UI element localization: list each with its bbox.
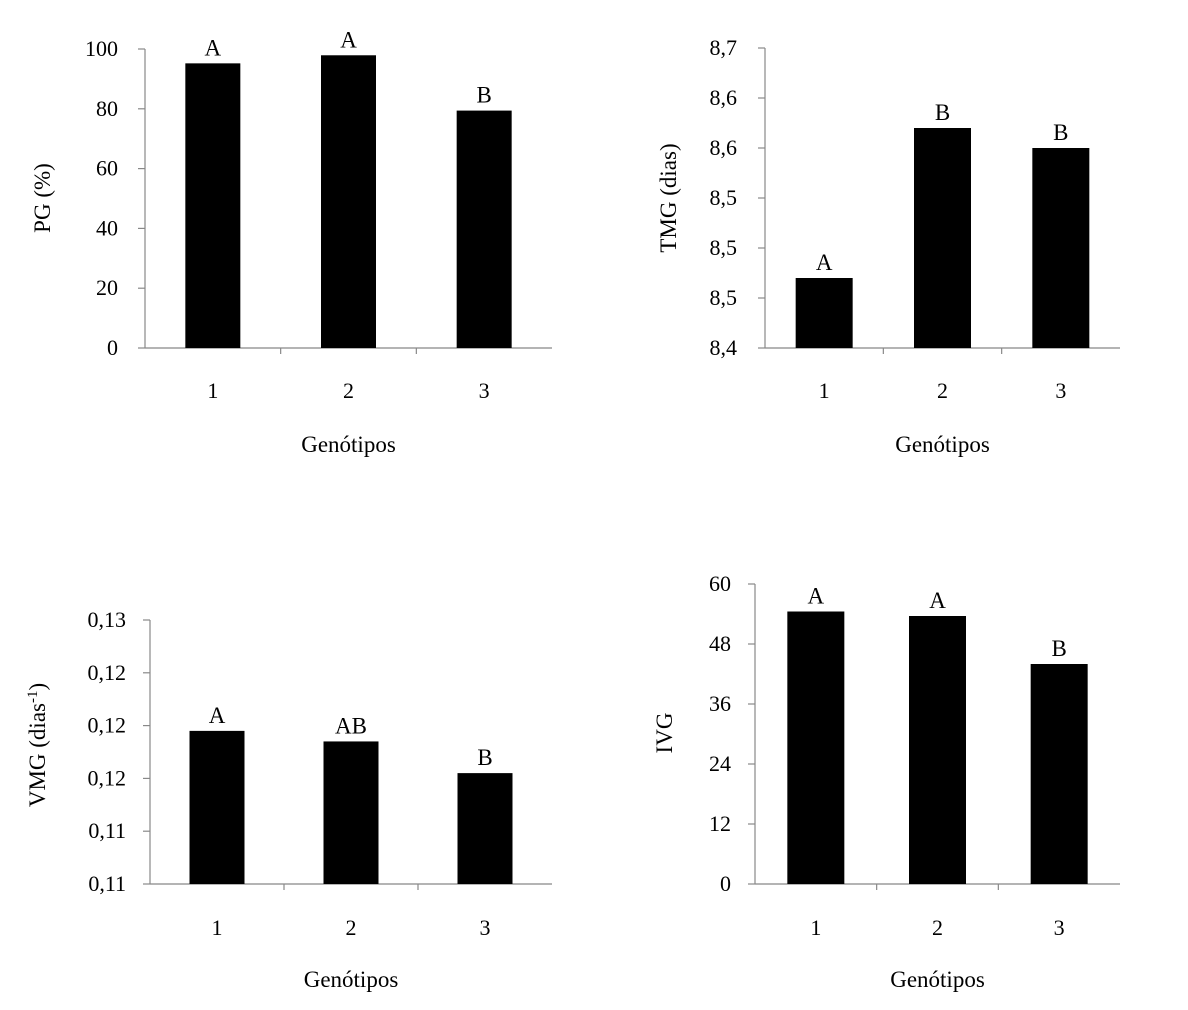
bar (914, 128, 971, 348)
x-axis-title: Genótipos (890, 967, 985, 992)
significance-label: A (929, 588, 946, 613)
y-tick-label: 80 (96, 96, 118, 121)
y-tick-label: 0,12 (88, 713, 127, 738)
significance-label: B (1053, 120, 1068, 145)
y-tick-label: 36 (709, 691, 731, 716)
y-tick-label: 0,12 (88, 765, 127, 790)
y-tick-label: 8,6 (710, 135, 738, 160)
chart-panel-ivg: 0 12 24 36 48 60 A 1 A 2 B 3 Genótipos IVG (652, 571, 1120, 992)
x-tick-label: 2 (932, 915, 943, 940)
y-axis-title: PG (%) (30, 163, 55, 233)
x-tick-label: 3 (479, 378, 490, 403)
significance-label: A (816, 250, 833, 275)
y-tick-label: 0 (720, 871, 731, 896)
chart-panel-tmg: 8,4 8,5 8,5 8,5 8,6 8,6 8,7 A 1 B 2 B 3 Genótipos TMG … (656, 35, 1120, 457)
y-tick-label: 0,11 (88, 871, 126, 896)
x-tick-label: 2 (346, 915, 357, 940)
significance-label: A (209, 703, 226, 728)
bar (1030, 664, 1088, 884)
bar (457, 773, 513, 884)
x-tick-label: 1 (819, 378, 830, 403)
y-tick-label: 12 (709, 811, 731, 836)
x-tick-label: 1 (810, 915, 821, 940)
chart-panel-vmg: 0,11 0,11 0,12 0,12 0,12 0,13 A 1 AB 2 B 3 Genótipos… (25, 607, 552, 992)
significance-label: A (205, 35, 222, 60)
y-tick-label: 8,6 (710, 85, 738, 110)
x-axis-title: Genótipos (301, 432, 396, 457)
y-tick-label: 8,5 (710, 185, 738, 210)
significance-label: B (1051, 636, 1066, 661)
x-axis-title: Genótipos (304, 967, 399, 992)
bar (185, 63, 241, 349)
bar (787, 611, 845, 884)
y-tick-label: 8,4 (710, 335, 738, 360)
bar (321, 55, 376, 349)
y-tick-label: 0,13 (88, 607, 127, 632)
y-axis-title: TMG (dias) (656, 143, 681, 252)
x-tick-label: 3 (1055, 378, 1066, 403)
significance-label: A (340, 27, 357, 52)
y-tick-label: 0 (107, 335, 118, 360)
significance-label: B (477, 745, 492, 770)
x-tick-label: 1 (207, 378, 218, 403)
chart-panel-pg: 0 20 40 60 80 100 A 1 A 2 B 3 Genótipos PG (%) (30, 27, 552, 457)
significance-label: AB (335, 713, 367, 738)
x-tick-label: 1 (212, 915, 223, 940)
bar (189, 730, 245, 884)
y-tick-label: 60 (96, 156, 118, 181)
y-tick-label: 40 (96, 215, 118, 240)
y-axis-title: IVG (652, 713, 677, 754)
y-tick-label: 0,11 (88, 818, 126, 843)
x-tick-label: 2 (343, 378, 354, 403)
significance-label: A (808, 584, 825, 609)
bar (1032, 148, 1090, 348)
y-tick-label: 0,12 (88, 660, 127, 685)
y-tick-label: 48 (709, 631, 731, 656)
y-tick-label: 24 (709, 751, 731, 776)
y-tick-label: 8,5 (710, 235, 738, 260)
x-axis-title: Genótipos (895, 432, 990, 457)
x-tick-label: 3 (1054, 915, 1065, 940)
x-tick-label: 2 (937, 378, 948, 403)
y-tick-label: 60 (709, 571, 731, 596)
y-tick-label: 8,5 (710, 285, 738, 310)
bar (909, 616, 966, 884)
y-axis-title: VMG (dias-1) (25, 683, 50, 807)
bar (795, 278, 853, 348)
bar (456, 110, 512, 349)
y-tick-label: 100 (85, 36, 118, 61)
x-tick-label: 3 (480, 915, 491, 940)
y-tick-label: 20 (96, 275, 118, 300)
significance-label: B (476, 83, 491, 108)
y-axis-title-superscript: -1 (25, 691, 41, 704)
y-axis-title-suffix: ) (25, 683, 50, 691)
bar (323, 741, 379, 884)
y-tick-label: 8,7 (710, 35, 738, 60)
significance-label: B (935, 100, 950, 125)
